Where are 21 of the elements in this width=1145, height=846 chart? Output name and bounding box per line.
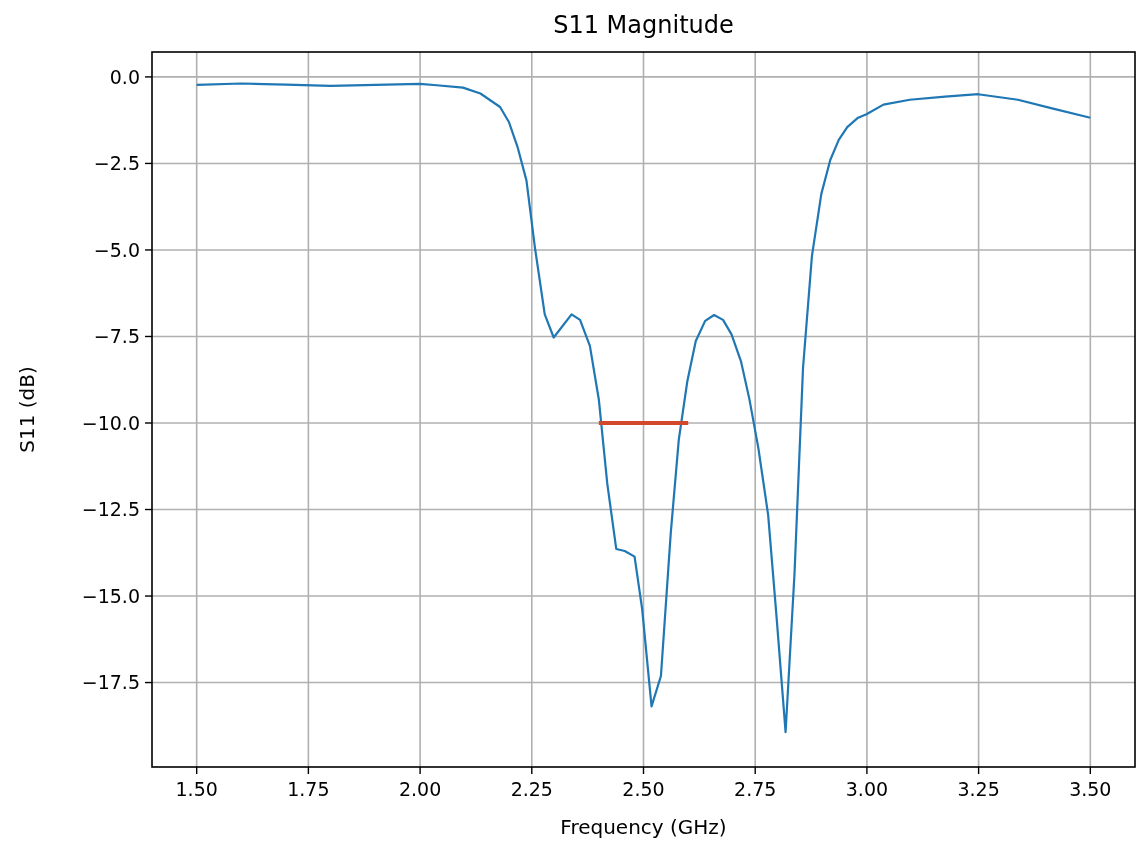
chart-title: S11 Magnitude bbox=[553, 11, 734, 39]
x-tick-label: 3.25 bbox=[957, 778, 1000, 800]
x-tick-label: 1.50 bbox=[175, 778, 218, 800]
x-tick-label: 1.75 bbox=[287, 778, 330, 800]
x-tick-label: 2.50 bbox=[622, 778, 665, 800]
y-tick-label: 0.0 bbox=[109, 65, 140, 88]
x-tick-label: 2.25 bbox=[510, 778, 553, 800]
y-tick-label: −2.5 bbox=[93, 152, 140, 175]
x-tick-label: 2.00 bbox=[398, 778, 442, 800]
y-tick-label: −12.5 bbox=[81, 498, 140, 521]
y-tick-label: −17.5 bbox=[81, 671, 140, 694]
y-tick-label: −10.0 bbox=[81, 411, 140, 434]
y-axis-title: S11 (dB) bbox=[15, 366, 39, 453]
x-tick-label: 3.00 bbox=[845, 778, 889, 800]
line-series bbox=[195, 82, 1092, 734]
x-axis-title: Frequency (GHz) bbox=[560, 815, 727, 839]
y-tick-label: −5.0 bbox=[93, 238, 140, 261]
x-tick-label: 2.75 bbox=[734, 778, 777, 800]
y-tick-label: −15.0 bbox=[81, 584, 140, 607]
x-tick-label: 3.50 bbox=[1069, 778, 1112, 800]
y-tick-label: −7.5 bbox=[93, 325, 140, 348]
